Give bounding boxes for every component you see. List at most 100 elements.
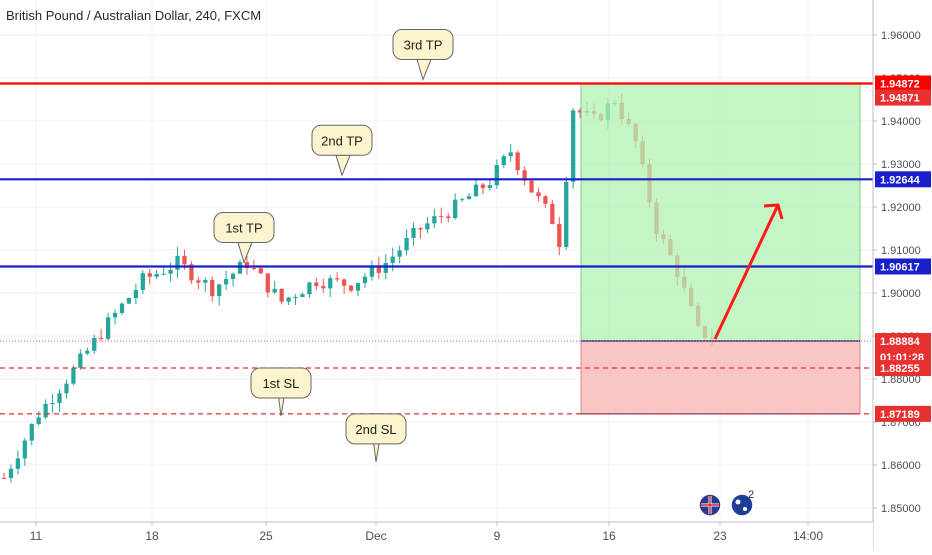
price-tag-text: 1.88884 bbox=[880, 336, 921, 348]
callout-pointer bbox=[416, 59, 432, 82]
candle-body bbox=[328, 278, 333, 289]
price-tag-bg bbox=[875, 89, 931, 106]
candle-body bbox=[92, 337, 97, 351]
candle-body bbox=[480, 184, 486, 189]
callout-label: 2nd TP bbox=[321, 133, 363, 148]
callout-3rd-tp[interactable]: 3rd TP bbox=[392, 29, 454, 82]
price-tag-text: 1.87189 bbox=[880, 409, 920, 421]
candle-body bbox=[369, 265, 375, 277]
candle-body bbox=[376, 265, 381, 273]
price-tick-label: 1.91000 bbox=[881, 245, 921, 257]
candle-body bbox=[536, 192, 541, 197]
loss-zone bbox=[580, 340, 861, 415]
candle-body bbox=[230, 273, 236, 280]
time-axis[interactable]: 11 18 25 Dec 9 16 23 14:00 bbox=[0, 521, 873, 550]
flag-au-circle bbox=[730, 493, 754, 517]
callout-body bbox=[250, 367, 312, 399]
callout-label: 3rd TP bbox=[404, 38, 443, 53]
candle-body bbox=[557, 224, 562, 248]
candle-body bbox=[154, 273, 159, 277]
candle-body bbox=[210, 279, 215, 297]
profit-zone bbox=[580, 83, 861, 342]
candle-body bbox=[22, 440, 27, 459]
candle-body bbox=[265, 273, 270, 293]
price-tag-bg bbox=[875, 171, 931, 188]
time-tick-label: Dec bbox=[365, 529, 386, 543]
candle-body bbox=[57, 393, 62, 403]
candle-body bbox=[64, 383, 69, 394]
candle-body bbox=[494, 165, 499, 186]
candle-body bbox=[550, 203, 555, 225]
candle-body bbox=[161, 273, 166, 275]
callout-2nd-sl[interactable]: 2nd SL bbox=[345, 413, 407, 462]
event-icons[interactable]: 2 bbox=[698, 489, 754, 517]
candle-body bbox=[237, 262, 243, 274]
candle-body bbox=[529, 180, 534, 193]
price-tag: 1.92644 bbox=[875, 171, 931, 188]
callout-1st-tp[interactable]: 1st TP bbox=[213, 211, 275, 264]
position-box[interactable] bbox=[580, 83, 861, 415]
candle-body bbox=[85, 350, 90, 354]
arrow-shaft bbox=[713, 204, 780, 340]
candle-body bbox=[251, 268, 257, 270]
candle-body bbox=[279, 288, 284, 302]
level-callouts[interactable]: 3rd TP 2nd TP 1st TP 1st SL 2nd SL bbox=[213, 29, 454, 462]
candle-body bbox=[348, 285, 354, 291]
callout-2nd-tp[interactable]: 2nd TP bbox=[311, 124, 373, 177]
candle-body bbox=[307, 282, 312, 295]
candle-body bbox=[8, 468, 14, 479]
candle-body bbox=[432, 216, 437, 224]
price-tick-label: 1.88000 bbox=[881, 374, 921, 386]
price-tag: 1.90617 bbox=[875, 258, 931, 275]
time-tick-label: 9 bbox=[494, 529, 501, 543]
arrow-drawing[interactable] bbox=[713, 203, 784, 340]
time-tick-label: 16 bbox=[602, 529, 616, 543]
candle-body bbox=[78, 353, 83, 368]
candle-body bbox=[244, 262, 250, 269]
candle-body bbox=[147, 273, 152, 277]
candle-body bbox=[105, 317, 111, 339]
candle-body bbox=[335, 278, 340, 280]
flag-au-star bbox=[735, 499, 741, 505]
candle-body bbox=[453, 199, 458, 219]
price-tag: 1.94871 bbox=[875, 89, 931, 106]
time-tick-label: 23 bbox=[713, 529, 727, 543]
price-tag-bg bbox=[875, 258, 931, 275]
price-axis[interactable]: 1.960001.950001.940001.930001.920001.910… bbox=[872, 0, 932, 550]
candle-body bbox=[522, 170, 527, 181]
callout-body bbox=[311, 124, 373, 156]
candle-body bbox=[501, 156, 506, 166]
candle-body bbox=[362, 276, 368, 284]
candle-body bbox=[473, 184, 479, 197]
candle-body bbox=[571, 110, 576, 182]
callout-body bbox=[213, 211, 275, 243]
price-tick-label: 1.96000 bbox=[881, 30, 921, 42]
candle-body bbox=[168, 269, 173, 274]
price-tick-label: 1.92000 bbox=[881, 202, 921, 214]
candle-body bbox=[99, 337, 104, 339]
time-tick-label: 11 bbox=[30, 529, 43, 543]
level-lines[interactable] bbox=[0, 82, 873, 415]
candle-body bbox=[459, 199, 465, 201]
candle-body bbox=[508, 152, 513, 157]
candle-body bbox=[390, 256, 395, 263]
time-tick-label: 18 bbox=[145, 529, 159, 543]
price-tag: 1.94872 bbox=[875, 75, 931, 92]
candle-body bbox=[321, 285, 326, 289]
candle-body bbox=[397, 250, 402, 257]
chart-title: British Pound / Australian Dollar, 240, … bbox=[6, 8, 262, 23]
candle-body bbox=[29, 423, 34, 441]
callout-1st-sl[interactable]: 1st SL bbox=[250, 367, 312, 417]
candle-body bbox=[182, 255, 187, 265]
candle-body bbox=[1, 477, 7, 479]
time-axis-bg bbox=[0, 522, 873, 550]
price-tick-label: 1.85000 bbox=[881, 503, 921, 515]
candle-body bbox=[71, 367, 76, 384]
candle-body bbox=[140, 273, 145, 291]
candle-body bbox=[196, 280, 201, 283]
candle-body bbox=[50, 402, 55, 404]
price-tag: 1.87189 bbox=[875, 405, 931, 422]
candle-body bbox=[314, 282, 319, 286]
candle-body bbox=[15, 458, 21, 469]
